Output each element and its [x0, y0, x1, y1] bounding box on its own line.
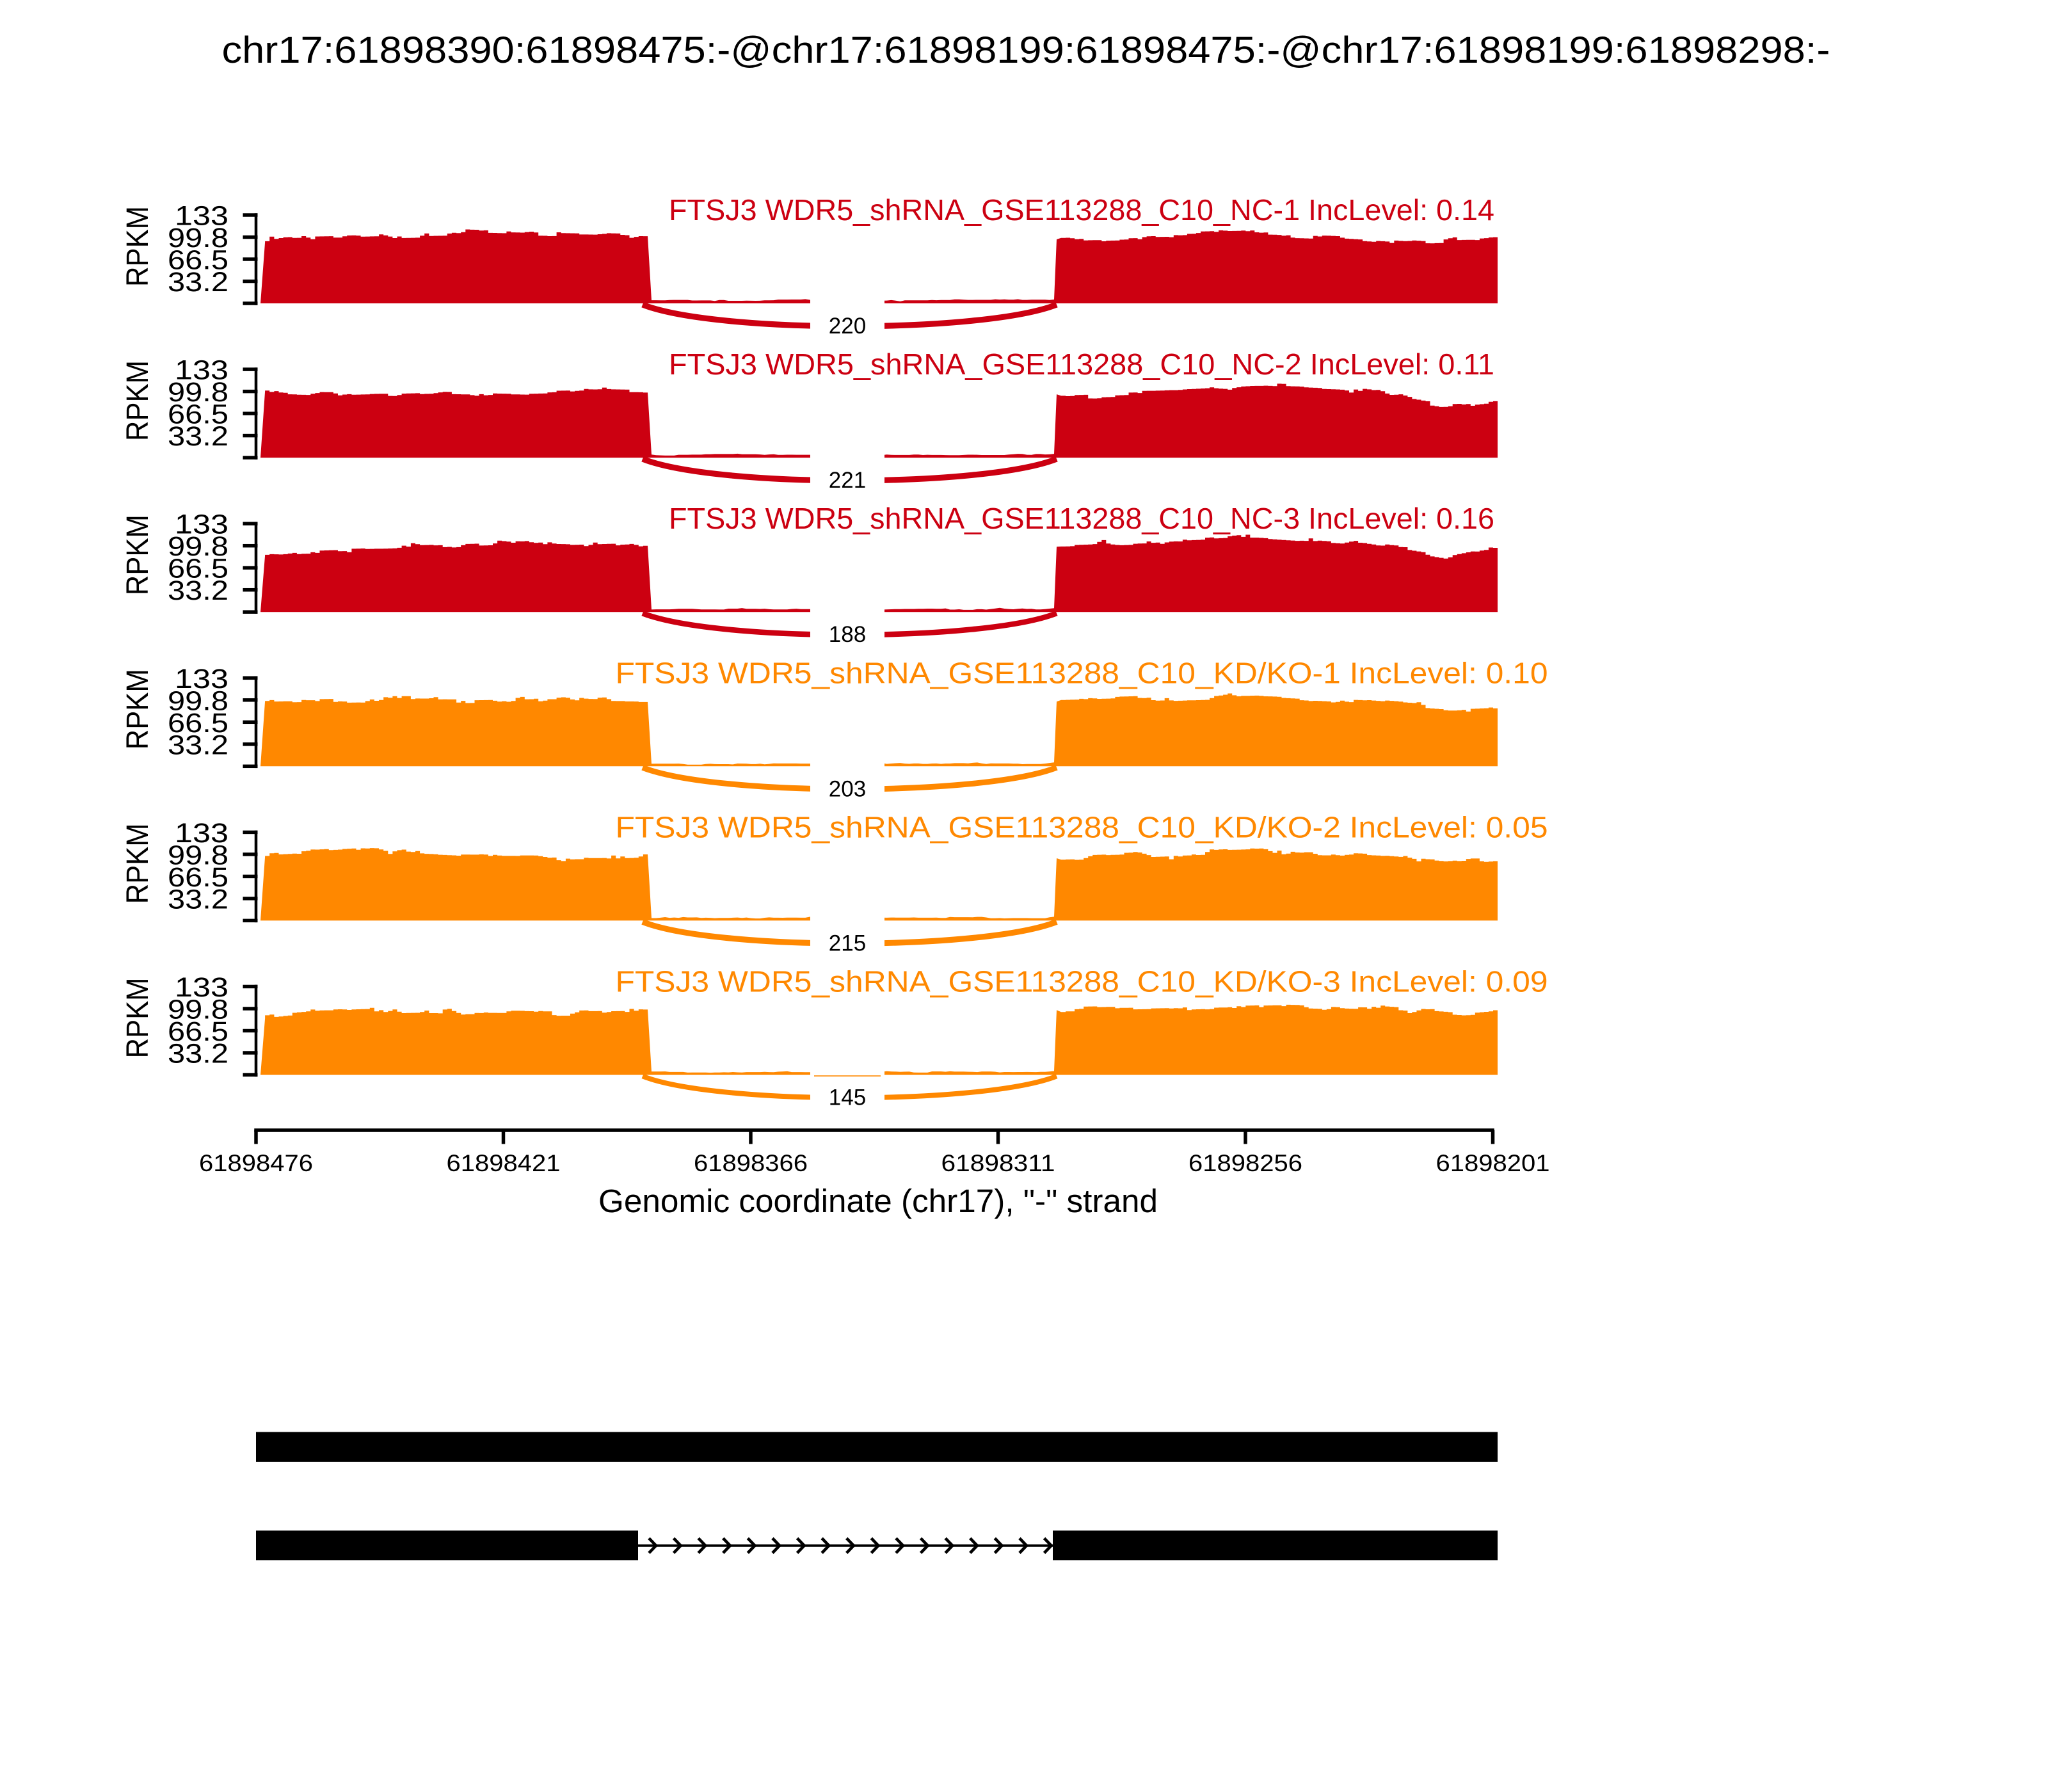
svg-text:33.2: 33.2: [168, 575, 228, 606]
svg-text:66.5: 66.5: [168, 1016, 228, 1047]
svg-text:99.8: 99.8: [168, 377, 228, 408]
svg-text:61898476: 61898476: [199, 1150, 313, 1176]
svg-text:145: 145: [829, 1085, 866, 1110]
svg-text:61898366: 61898366: [694, 1150, 808, 1176]
svg-text:33.2: 33.2: [168, 1039, 228, 1069]
svg-text:99.8: 99.8: [168, 223, 228, 253]
svg-text:66.5: 66.5: [168, 862, 228, 893]
svg-text:FTSJ3 WDR5_shRNA_GSE113288_C10: FTSJ3 WDR5_shRNA_GSE113288_C10_NC-2 IncL…: [669, 348, 1494, 381]
svg-text:RPKM: RPKM: [121, 360, 155, 441]
svg-text:133: 133: [175, 355, 228, 386]
svg-text:66.5: 66.5: [168, 245, 228, 276]
svg-text:99.8: 99.8: [168, 531, 228, 562]
svg-text:99.8: 99.8: [168, 685, 228, 716]
svg-text:RPKM: RPKM: [121, 669, 155, 749]
svg-text:RPKM: RPKM: [121, 206, 155, 287]
svg-text:33.2: 33.2: [168, 421, 228, 452]
svg-text:133: 133: [175, 818, 228, 849]
svg-text:61898201: 61898201: [1436, 1150, 1550, 1176]
svg-text:33.2: 33.2: [168, 267, 228, 298]
svg-text:133: 133: [175, 972, 228, 1003]
svg-text:FTSJ3 WDR5_shRNA_GSE113288_C10: FTSJ3 WDR5_shRNA_GSE113288_C10_NC-3 IncL…: [669, 502, 1494, 535]
svg-text:188: 188: [829, 622, 866, 647]
svg-text:66.5: 66.5: [168, 708, 228, 739]
svg-text:61898256: 61898256: [1188, 1150, 1302, 1176]
svg-text:61898311: 61898311: [941, 1150, 1055, 1176]
svg-text:133: 133: [175, 201, 228, 232]
svg-text:RPKM: RPKM: [121, 515, 155, 595]
svg-text:chr17:61898390:61898475:-@chr1: chr17:61898390:61898475:-@chr17:61898199…: [222, 29, 1830, 71]
svg-text:33.2: 33.2: [168, 884, 228, 915]
svg-text:99.8: 99.8: [168, 840, 228, 870]
svg-text:61898421: 61898421: [447, 1150, 561, 1176]
svg-text:133: 133: [175, 509, 228, 540]
svg-text:66.5: 66.5: [168, 554, 228, 584]
svg-text:215: 215: [829, 931, 866, 956]
svg-text:RPKM: RPKM: [121, 978, 155, 1059]
svg-text:220: 220: [829, 314, 866, 339]
svg-text:203: 203: [829, 776, 866, 801]
svg-text:FTSJ3 WDR5_shRNA_GSE113288_C10: FTSJ3 WDR5_shRNA_GSE113288_C10_KD/KO-2 I…: [616, 810, 1548, 844]
svg-text:RPKM: RPKM: [121, 823, 155, 904]
svg-text:66.5: 66.5: [168, 399, 228, 430]
svg-text:FTSJ3 WDR5_shRNA_GSE113288_C10: FTSJ3 WDR5_shRNA_GSE113288_C10_KD/KO-1 I…: [616, 656, 1548, 689]
svg-text:221: 221: [829, 468, 866, 493]
svg-text:133: 133: [175, 664, 228, 694]
svg-text:FTSJ3 WDR5_shRNA_GSE113288_C10: FTSJ3 WDR5_shRNA_GSE113288_C10_NC-1 IncL…: [669, 193, 1494, 227]
svg-text:99.8: 99.8: [168, 995, 228, 1025]
svg-text:33.2: 33.2: [168, 730, 228, 760]
svg-text:FTSJ3 WDR5_shRNA_GSE113288_C10: FTSJ3 WDR5_shRNA_GSE113288_C10_KD/KO-3 I…: [616, 965, 1548, 998]
svg-text:Genomic coordinate (chr17), "-: Genomic coordinate (chr17), "-" strand: [598, 1183, 1158, 1219]
